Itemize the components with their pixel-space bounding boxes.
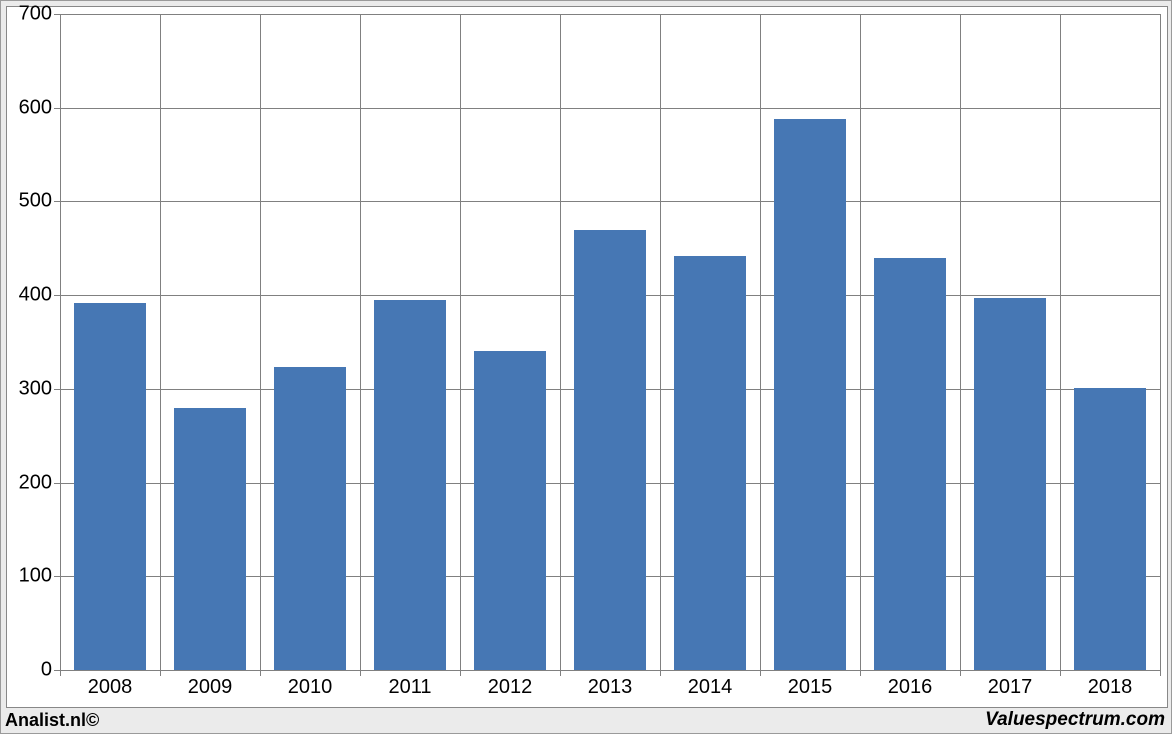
- xtick-label: 2017: [988, 670, 1033, 699]
- xtick-label: 2014: [688, 670, 733, 699]
- xtick-mark: [560, 670, 561, 676]
- xtick-label: 2013: [588, 670, 633, 699]
- chart-outer-frame: 0 100 200 300 400 500 600 700 2008 2009 2010 2011 20…: [0, 0, 1172, 734]
- xtick-mark: [360, 670, 361, 676]
- bar: [674, 256, 746, 670]
- xtick-mark: [60, 670, 61, 676]
- bar: [174, 408, 246, 670]
- gridline-vertical: [560, 14, 561, 670]
- xtick-label: 2008: [88, 670, 133, 699]
- ytick-label: 300: [19, 377, 60, 400]
- gridline-vertical: [1060, 14, 1061, 670]
- gridline-vertical: [260, 14, 261, 670]
- footer-attribution-right: Valuespectrum.com: [985, 709, 1165, 731]
- ytick-label: 600: [19, 96, 60, 119]
- gridline-vertical: [460, 14, 461, 670]
- xtick-label: 2015: [788, 670, 833, 699]
- ytick-label: 400: [19, 284, 60, 307]
- ytick-label: 500: [19, 190, 60, 213]
- xtick-mark: [760, 670, 761, 676]
- gridline-vertical: [60, 14, 61, 670]
- xtick-mark: [160, 670, 161, 676]
- gridline-horizontal: [60, 14, 1160, 15]
- gridline-vertical: [360, 14, 361, 670]
- xtick-label: 2012: [488, 670, 533, 699]
- bar: [774, 119, 846, 670]
- bar: [974, 298, 1046, 670]
- xtick-label: 2011: [388, 670, 431, 699]
- ytick-label: 100: [19, 565, 60, 588]
- ytick-label: 0: [41, 659, 60, 682]
- xtick-mark: [1160, 670, 1161, 676]
- gridline-vertical: [860, 14, 861, 670]
- bar: [374, 300, 446, 670]
- bar: [574, 230, 646, 670]
- ytick-label: 700: [19, 3, 60, 26]
- xtick-mark: [1060, 670, 1061, 676]
- xtick-label: 2016: [888, 670, 933, 699]
- gridline-vertical: [760, 14, 761, 670]
- bar: [874, 258, 946, 670]
- chart-inner-frame: 0 100 200 300 400 500 600 700 2008 2009 2010 2011 20…: [6, 6, 1168, 708]
- bar: [1074, 388, 1146, 670]
- xtick-mark: [460, 670, 461, 676]
- xtick-mark: [960, 670, 961, 676]
- gridline-vertical: [1160, 14, 1161, 670]
- gridline-vertical: [660, 14, 661, 670]
- xtick-mark: [660, 670, 661, 676]
- gridline-vertical: [960, 14, 961, 670]
- bar: [274, 367, 346, 670]
- xtick-mark: [260, 670, 261, 676]
- gridline-horizontal: [60, 201, 1160, 202]
- xtick-label: 2018: [1088, 670, 1133, 699]
- bar: [474, 351, 546, 670]
- xtick-mark: [860, 670, 861, 676]
- ytick-label: 200: [19, 471, 60, 494]
- gridline-horizontal: [60, 108, 1160, 109]
- footer-attribution-left: Analist.nl©: [5, 710, 99, 731]
- plot-area: 0100200300400500600700200820092010201120…: [60, 14, 1160, 670]
- xtick-label: 2009: [188, 670, 233, 699]
- xtick-label: 2010: [288, 670, 333, 699]
- gridline-vertical: [160, 14, 161, 670]
- bar: [74, 303, 146, 670]
